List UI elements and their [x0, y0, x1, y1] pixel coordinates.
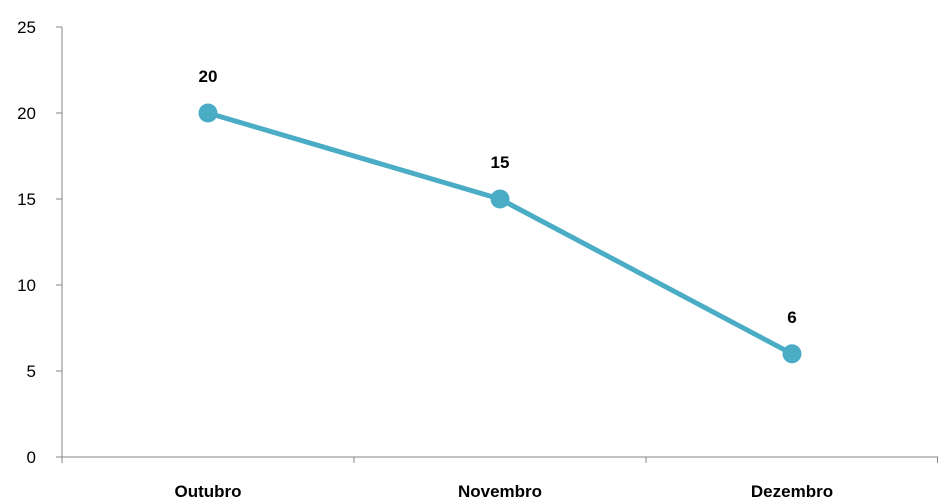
x-axis: Outubro Novembro Dezembro [61, 456, 938, 500]
y-tick-label: 5 [27, 362, 36, 381]
y-axis: 0 5 10 15 20 25 [17, 18, 63, 467]
data-label: 15 [491, 153, 510, 172]
data-point [198, 103, 218, 123]
data-labels: 20 15 6 [199, 67, 797, 327]
data-label: 6 [787, 308, 796, 327]
data-label: 20 [199, 67, 218, 86]
x-tick-label: Outubro [174, 482, 241, 500]
y-tick-label: 20 [17, 104, 36, 123]
y-tick-label: 15 [17, 190, 36, 209]
y-tick-label: 0 [27, 448, 36, 467]
data-point [490, 189, 510, 209]
y-tick-label: 10 [17, 276, 36, 295]
data-point [782, 344, 802, 364]
y-tick-label: 25 [17, 18, 36, 37]
x-tick-label: Dezembro [751, 482, 833, 500]
series-group [198, 103, 802, 364]
series-line [205, 110, 795, 357]
x-tick-label: Novembro [458, 482, 542, 500]
